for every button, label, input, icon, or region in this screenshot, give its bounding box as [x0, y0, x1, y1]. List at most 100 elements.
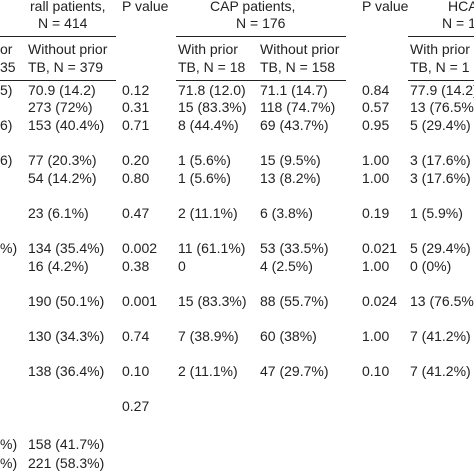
- group-n: N = 414: [38, 15, 88, 31]
- cell: 13 (76.5%): [410, 293, 474, 309]
- cell: 77 (20.3%): [28, 152, 97, 168]
- subheader: 35: [0, 59, 16, 75]
- cell: 53 (33.5%): [260, 240, 329, 256]
- subheader: or: [0, 41, 13, 57]
- cell: %): [0, 240, 18, 256]
- cell: 71.1 (14.7): [260, 82, 328, 98]
- cell: 15 (83.3%): [178, 293, 247, 309]
- cell: 5 (29.4%): [410, 117, 471, 133]
- cell: 1.00: [362, 152, 390, 168]
- cell: 0.95: [362, 117, 390, 133]
- cell: 0.38: [122, 258, 150, 274]
- cell: 15 (83.3%): [178, 99, 247, 115]
- cell: 190 (50.1%): [28, 293, 105, 309]
- subheader: With prior: [410, 41, 470, 57]
- cell: 2 (11.1%): [178, 363, 238, 379]
- cell: 1 (5.6%): [178, 152, 231, 168]
- rule: [0, 80, 116, 81]
- cell: 47 (29.7%): [260, 363, 329, 379]
- cell: 6 (3.8%): [260, 205, 313, 221]
- cell: 7 (41.2%): [410, 328, 471, 344]
- cell: 54 (14.2%): [28, 170, 97, 186]
- cell: 15 (9.5%): [260, 152, 321, 168]
- cell: 16 (4.2%): [28, 258, 89, 274]
- cell: 0.57: [362, 99, 390, 115]
- cell: 8 (44.4%): [178, 117, 239, 133]
- cell: 0.20: [122, 152, 150, 168]
- subheader: TB, N = 1: [410, 59, 470, 75]
- cell: 1.00: [362, 328, 390, 344]
- cell: 0: [178, 258, 186, 274]
- cell: 0.47: [122, 205, 150, 221]
- cell: 7 (38.9%): [178, 328, 239, 344]
- subheader: TB, N = 18: [178, 59, 246, 75]
- cell: 6): [0, 117, 13, 133]
- cell: 153 (40.4%): [28, 117, 105, 133]
- subheader: Without prior: [28, 41, 108, 57]
- group-n: N = 176: [236, 15, 286, 31]
- cell: 60 (38%): [260, 328, 317, 344]
- cell: 11 (61.1%): [178, 240, 246, 256]
- cell: 1 (5.6%): [178, 170, 231, 186]
- subheader: With prior: [178, 41, 238, 57]
- cell: 134 (35.4%): [28, 240, 105, 256]
- subheader: TB, N = 379: [28, 59, 104, 75]
- cell: 0.001: [122, 293, 158, 309]
- cell: 7 (41.2%): [410, 363, 471, 379]
- cell: 0.002: [122, 240, 158, 256]
- subheader: Without prior: [260, 41, 340, 57]
- rule: [0, 36, 116, 37]
- rule: [408, 36, 474, 37]
- cell: 5): [0, 82, 13, 98]
- cell: 13 (76.5%): [410, 99, 474, 115]
- cell: 0.10: [362, 363, 390, 379]
- cell: 0.10: [122, 363, 150, 379]
- cell: 4 (2.5%): [260, 258, 313, 274]
- rule: [408, 80, 474, 81]
- cell: 158 (41.7%): [28, 436, 105, 452]
- cell: 71.8 (12.0): [178, 82, 246, 98]
- cell: 0.024: [362, 293, 398, 309]
- cell: 6): [0, 152, 13, 168]
- column-header: P value: [362, 0, 409, 14]
- cell: 88 (55.7%): [260, 293, 329, 309]
- cell: 69 (43.7%): [260, 117, 329, 133]
- cell: 130 (34.3%): [28, 328, 105, 344]
- cell: 1 (5.9%): [410, 205, 463, 221]
- cell: 2 (11.1%): [178, 205, 238, 221]
- group-title: rall patients,: [30, 0, 106, 14]
- cell: 0.19: [362, 205, 390, 221]
- cell: 0.71: [122, 117, 150, 133]
- cell: 0 (0%): [410, 258, 452, 274]
- cell: %): [0, 455, 18, 471]
- cell: 118 (74.7%): [260, 99, 336, 115]
- cell: 0.27: [122, 398, 150, 414]
- cell: 0.74: [122, 328, 150, 344]
- cell: 3 (17.6%): [410, 152, 471, 168]
- group-title: CAP patients,: [210, 0, 296, 14]
- group-title: HCA: [448, 0, 474, 14]
- rule: [176, 36, 346, 37]
- cell: 0.80: [122, 170, 150, 186]
- column-header: P value: [122, 0, 169, 14]
- cell: 23 (6.1%): [28, 205, 89, 221]
- cell: 77.9 (14.2): [410, 82, 474, 98]
- subheader: TB, N = 158: [260, 59, 336, 75]
- cell: 138 (36.4%): [28, 363, 105, 379]
- cell: 1.00: [362, 170, 390, 186]
- cell: 0.31: [122, 99, 150, 115]
- cell: 221 (58.3%): [28, 455, 105, 471]
- group-n: N = 1: [442, 15, 474, 31]
- cell: 3 (17.6%): [410, 170, 471, 186]
- cell: 5 (29.4%): [410, 240, 471, 256]
- cell: 273 (72%): [28, 99, 93, 115]
- rule: [176, 80, 346, 81]
- cell: 13 (8.2%): [260, 170, 321, 186]
- cell: 0.021: [362, 240, 398, 256]
- cell: 0.12: [122, 82, 150, 98]
- cell: 70.9 (14.2): [28, 82, 96, 98]
- cell: 1.00: [362, 258, 390, 274]
- cell: %): [0, 436, 18, 452]
- cell: 0.84: [362, 82, 390, 98]
